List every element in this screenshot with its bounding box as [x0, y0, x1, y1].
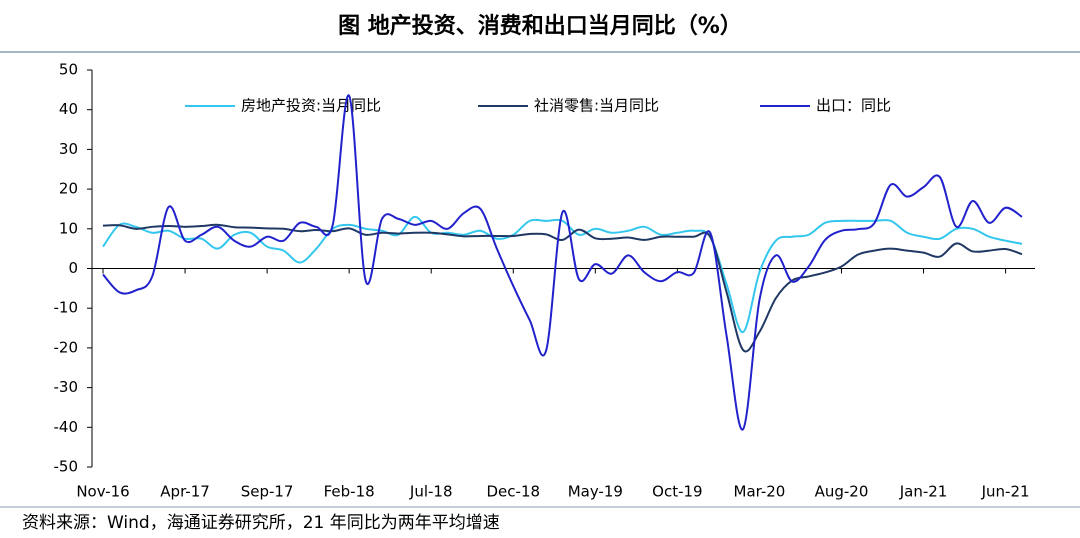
x-tick-label: Feb-18 [324, 483, 375, 501]
source-note: 资料来源：Wind，海通证券研究所，21 年同比为两年平均增速 [22, 513, 500, 533]
y-tick-label: 40 [59, 100, 78, 118]
x-tick-label: Sep-17 [241, 483, 294, 501]
y-tick-label: 10 [59, 219, 78, 237]
y-tick-label: -40 [54, 418, 79, 436]
x-tick-label: Oct-19 [652, 483, 702, 501]
series-line [102, 215, 1023, 334]
y-tick-label: 50 [59, 61, 78, 79]
x-tick-label: Jul-18 [409, 483, 453, 501]
x-tick-label: Jun-21 [981, 483, 1030, 501]
y-tick-label: 30 [59, 140, 78, 158]
x-tick-label: Nov-16 [76, 483, 129, 501]
y-tick-label: -50 [54, 458, 79, 476]
legend-label: 社消零售:当月同比 [534, 97, 659, 115]
x-tick-label: Jan-21 [899, 483, 948, 501]
series-line [102, 223, 1023, 353]
x-tick-label: May-19 [568, 483, 623, 501]
y-tick-label: -20 [54, 338, 79, 356]
x-tick-label: Aug-20 [815, 483, 869, 501]
y-tick-label: 20 [59, 180, 78, 198]
series-line [102, 94, 1023, 431]
x-tick-label: Mar-20 [734, 483, 786, 501]
chart-title: 图 地产投资、消费和出口当月同比（%） [338, 14, 742, 39]
x-tick-label: Apr-17 [160, 483, 210, 501]
legend-label: 出口：同比 [816, 97, 891, 115]
legend-label: 房地产投资:当月同比 [241, 97, 381, 115]
x-tick-label: Dec-18 [487, 483, 541, 501]
y-tick-label: -10 [54, 299, 79, 317]
y-tick-label: -30 [54, 378, 79, 396]
y-tick-label: 0 [68, 259, 78, 277]
